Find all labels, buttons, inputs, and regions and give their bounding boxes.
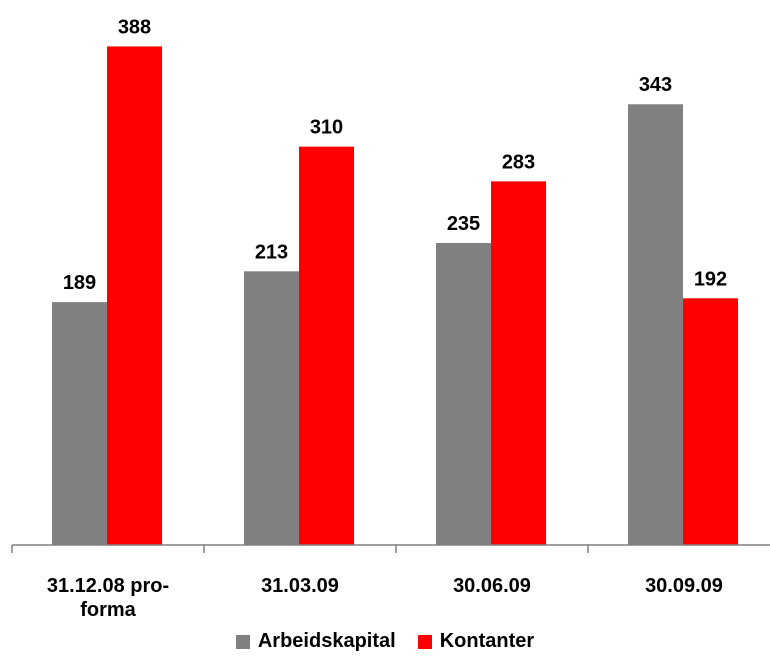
legend-item-kontanter: Kontanter: [417, 630, 535, 653]
value-label-kontanter-0: 388: [118, 16, 151, 38]
value-label-kontanter-1: 310: [310, 117, 343, 139]
bar-arbeidskapital-1: [244, 271, 299, 545]
bar-kontanter-0: [107, 46, 162, 546]
x-ticks-layer: [11, 545, 589, 553]
value-label-arbeidskapital-0: 189: [63, 272, 96, 294]
bar-kontanter-1: [299, 146, 354, 545]
legend-item-arbeidskapital: Arbeidskapital: [235, 630, 396, 653]
category-label-2: 30.06.09: [453, 575, 531, 597]
bar-kontanter-2: [491, 181, 546, 545]
legend: Arbeidskapital Kontanter: [0, 630, 770, 653]
legend-label-kontanter: Kontanter: [439, 630, 535, 652]
category-label-3: 30.09.09: [645, 575, 723, 597]
legend-label-arbeidskapital: Arbeidskapital: [257, 630, 396, 652]
category-labels-layer: 31.12.08 pro-forma 31.03.09 30.06.09 30.09.…: [47, 575, 723, 621]
category-label-0: 31.12.08 pro-forma: [47, 575, 169, 621]
value-label-kontanter-2: 283: [502, 151, 535, 173]
bar-arbeidskapital-2: [436, 243, 491, 545]
legend-swatch-arbeidskapital: [235, 634, 250, 649]
legend-swatch-kontanter: [417, 634, 432, 649]
value-label-arbeidskapital-2: 235: [447, 213, 480, 235]
value-label-arbeidskapital-3: 343: [639, 74, 672, 96]
bar-kontanter-3: [683, 298, 738, 545]
bars-layer: [52, 46, 738, 546]
bar-arbeidskapital-3: [628, 104, 683, 546]
value-label-kontanter-3: 192: [694, 268, 727, 290]
value-label-arbeidskapital-1: 213: [255, 241, 288, 263]
value-labels-layer: 189 388 213 310 235 283 343 192: [63, 16, 727, 294]
bar-arbeidskapital-0: [52, 302, 107, 545]
category-label-1: 31.03.09: [261, 575, 339, 597]
